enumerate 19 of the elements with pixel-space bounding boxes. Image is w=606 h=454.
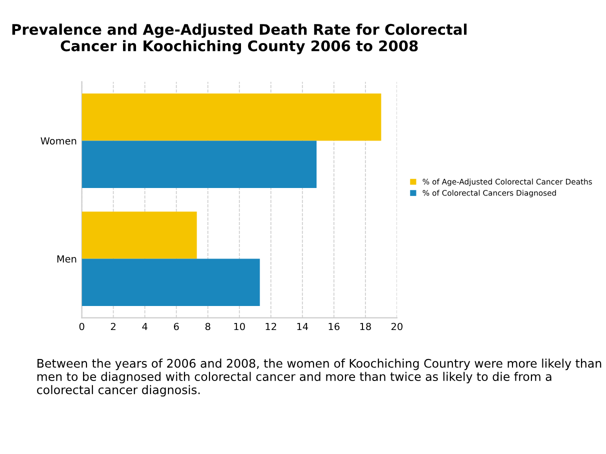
x-tick-label: 4: [142, 322, 148, 330]
chart-title: Prevalence and Age-Adjusted Death Rate for Colorectal Cancer in Koochiching County 2006 to 2008: [12, 24, 467, 54]
x-tick-label: 16: [328, 322, 340, 330]
x-tick-label: 6: [174, 322, 179, 330]
x-tick-label: 20: [391, 322, 402, 330]
x-tick-label: 12: [266, 322, 276, 330]
bar: [82, 94, 382, 141]
bar: [82, 212, 197, 259]
x-tick-label: 10: [234, 322, 245, 330]
bar: [82, 258, 260, 306]
x-tick-label: 2: [110, 322, 116, 330]
x-tick-label: 18: [360, 322, 371, 330]
bar: [82, 140, 317, 188]
y-tick-label: Women: [40, 137, 76, 145]
x-tick-label: 0: [79, 322, 84, 330]
x-tick-label: 14: [297, 322, 308, 330]
text: Between the years of 2006 and 2008, the women of Koochiching Country were more likely than men to be diagnosed with colorectal cancer and more than twice as likely to die from a colorectal cancer diagnosis.: [37, 358, 602, 397]
y-tick-label: Men: [57, 255, 76, 263]
x-tick-label: 8: [205, 322, 210, 330]
